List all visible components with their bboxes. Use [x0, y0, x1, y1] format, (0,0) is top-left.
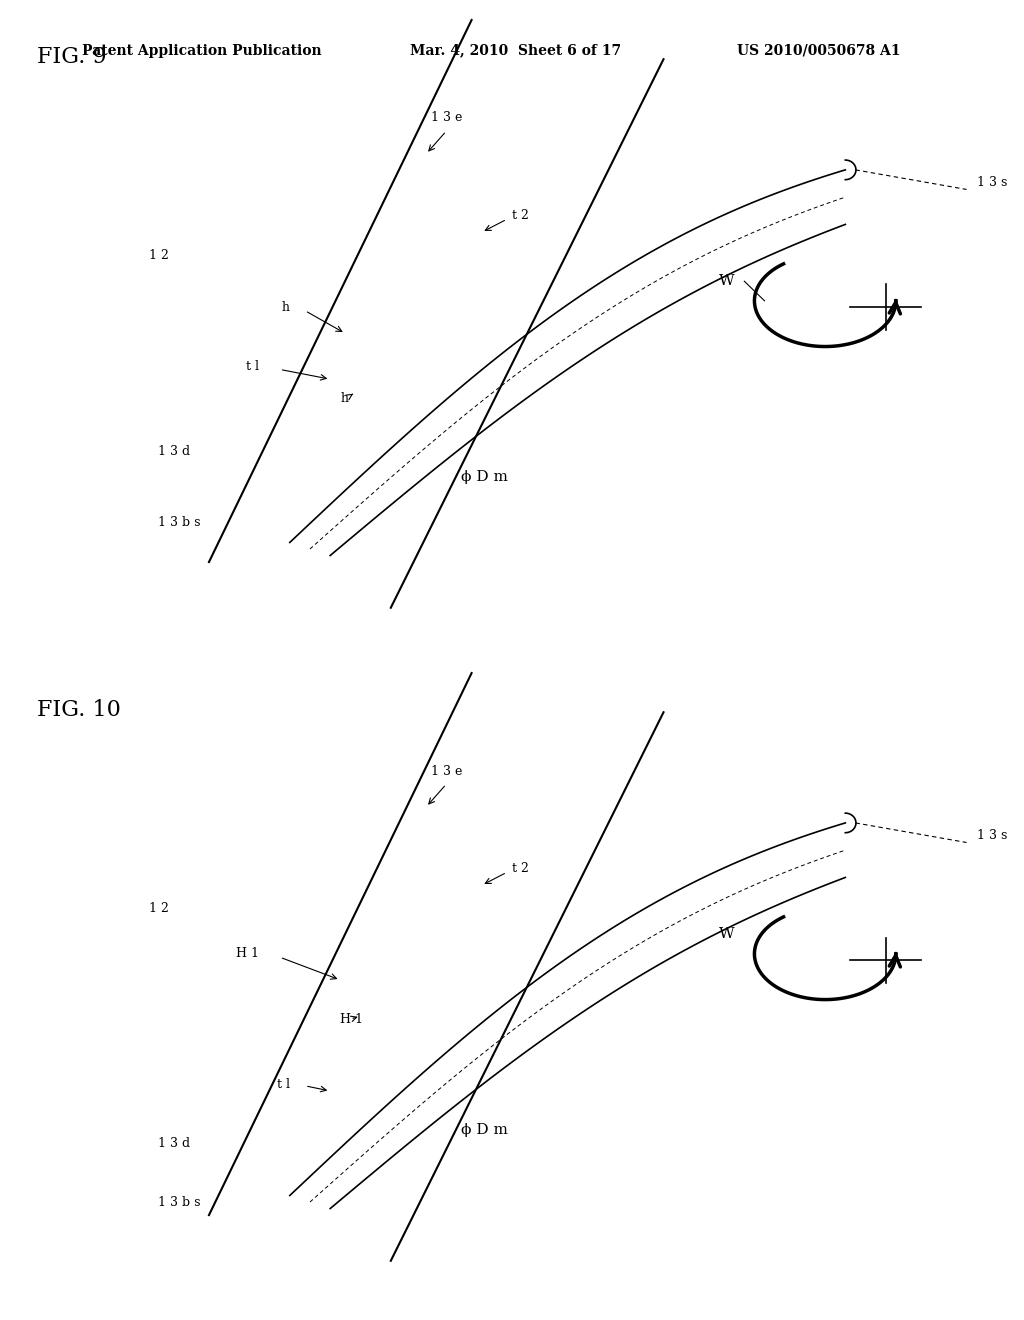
Text: 1 3 e: 1 3 e [431, 764, 463, 777]
Text: H 1: H 1 [237, 948, 259, 961]
Text: 1 3 e: 1 3 e [431, 111, 463, 124]
Text: t 2: t 2 [512, 210, 528, 223]
Text: 1 3 d: 1 3 d [159, 445, 190, 458]
Text: 1 3 b s: 1 3 b s [159, 516, 201, 529]
Text: h: h [340, 392, 348, 405]
Text: 1 3 s: 1 3 s [977, 177, 1007, 190]
Text: 1 2: 1 2 [148, 902, 169, 915]
Text: 1 2: 1 2 [148, 248, 169, 261]
Text: US 2010/0050678 A1: US 2010/0050678 A1 [737, 44, 901, 58]
Text: Patent Application Publication: Patent Application Publication [82, 44, 322, 58]
Text: t 2: t 2 [512, 862, 528, 875]
Text: ϕ D m: ϕ D m [462, 1123, 508, 1138]
Text: h: h [282, 301, 290, 314]
Text: 1 3 d: 1 3 d [159, 1137, 190, 1150]
Text: W: W [719, 927, 734, 941]
Text: FIG. 9: FIG. 9 [37, 46, 106, 69]
Text: Mar. 4, 2010  Sheet 6 of 17: Mar. 4, 2010 Sheet 6 of 17 [410, 44, 621, 58]
Text: 1 3 s: 1 3 s [977, 829, 1007, 842]
Text: FIG. 10: FIG. 10 [37, 700, 121, 721]
Text: t l: t l [276, 1078, 290, 1092]
Text: 1 3 b s: 1 3 b s [159, 1196, 201, 1209]
Text: t l: t l [247, 359, 259, 372]
Text: ϕ D m: ϕ D m [462, 470, 508, 484]
Text: W: W [719, 275, 734, 288]
Text: H 1: H 1 [340, 1012, 364, 1026]
